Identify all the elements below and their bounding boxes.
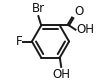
- Text: OH: OH: [52, 68, 70, 81]
- Text: OH: OH: [76, 23, 94, 36]
- Text: O: O: [74, 5, 83, 18]
- Text: Br: Br: [32, 2, 45, 15]
- Text: F: F: [16, 35, 23, 48]
